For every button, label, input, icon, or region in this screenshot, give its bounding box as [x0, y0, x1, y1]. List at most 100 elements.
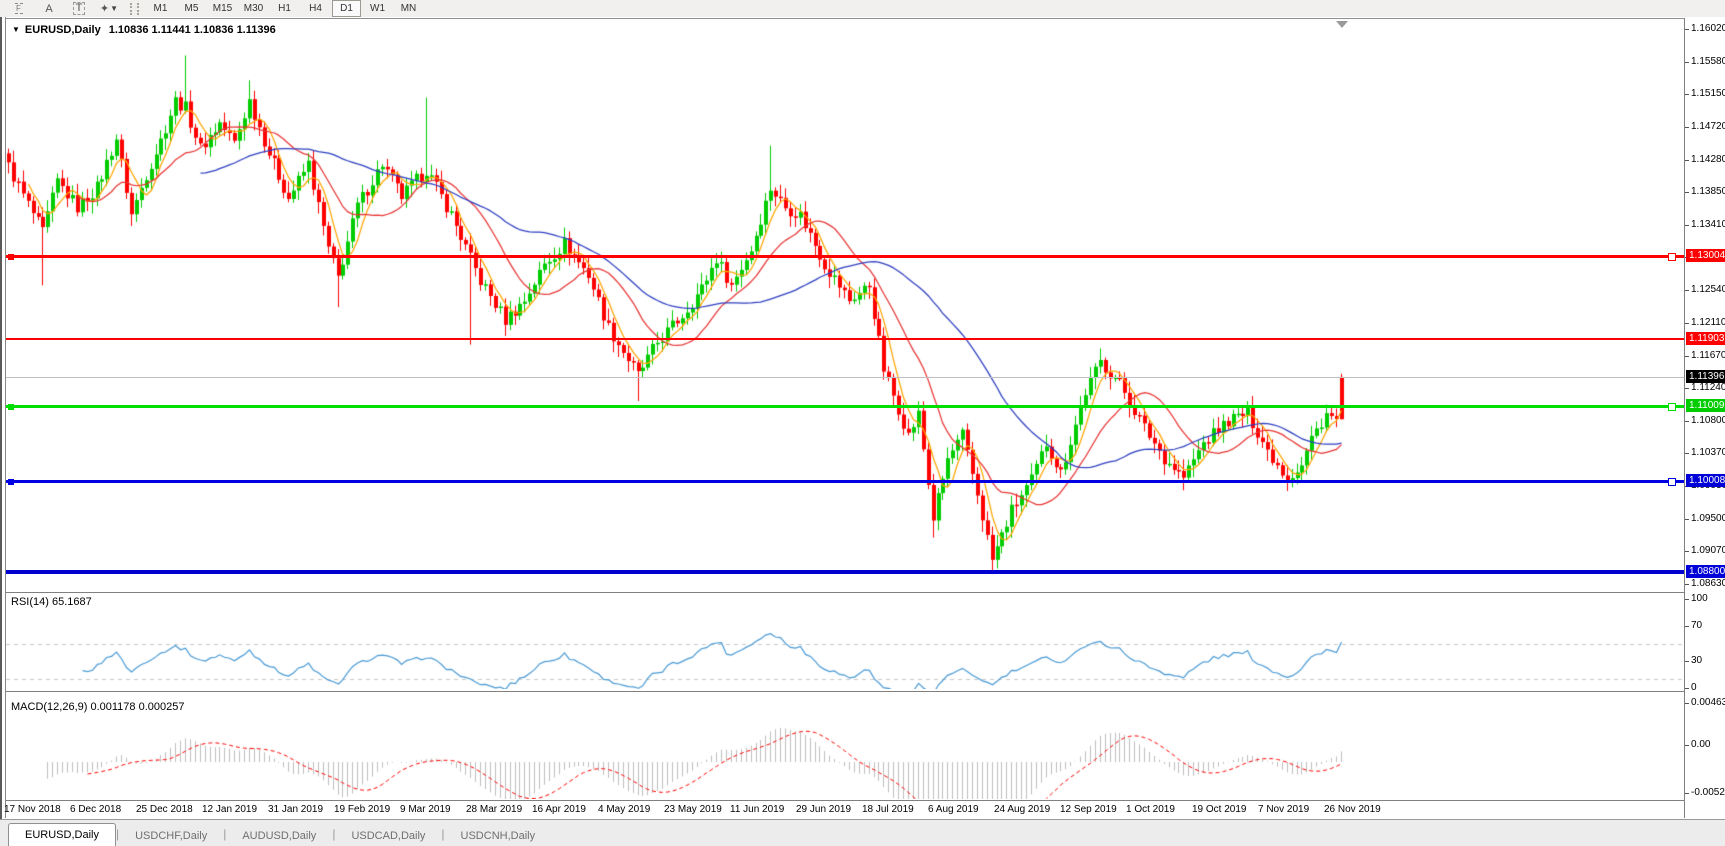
timeframe-button-d1[interactable]: D1 — [332, 0, 361, 17]
horizontal-line-object[interactable] — [6, 338, 1684, 341]
date-tick-label: 6 Dec 2018 — [70, 804, 122, 815]
price-tick-label: 1.15150 — [1685, 88, 1725, 100]
price-badge: 1.11903 — [1686, 331, 1725, 345]
dropdown-caret-icon[interactable]: ▼ — [110, 4, 119, 13]
rsi-canvas[interactable] — [6, 593, 1684, 689]
price-tick-label: 1.09070 — [1685, 545, 1725, 557]
macd-tick-label: 0.00463 — [1685, 697, 1725, 709]
toolbar: F A T ✦ ▼ M1 M5 M15 M30 H1 H4 D1 W1 MN — [0, 0, 1725, 18]
horizontal-line-object[interactable] — [6, 252, 1684, 261]
macd-tick-label: -0.00529 — [1685, 787, 1725, 799]
chart-tab-usdcnh[interactable]: USDCNH,Daily — [460, 830, 536, 842]
chart-menu-icon[interactable]: ▼ — [12, 25, 20, 34]
date-tick-label: 17 Nov 2018 — [4, 804, 61, 815]
price-tick-label: 1.09500 — [1685, 513, 1725, 525]
price-tick-label: 1.10370 — [1685, 447, 1725, 459]
symbol-period-label: EURUSD,Daily — [24, 24, 101, 36]
price-tick-label: 1.14720 — [1685, 121, 1725, 133]
timeframe-button-m15[interactable]: M15 — [212, 3, 233, 14]
date-tick-label: 25 Dec 2018 — [136, 804, 193, 815]
date-tick-label: 31 Jan 2019 — [268, 804, 324, 815]
date-axis[interactable]: 17 Nov 2018 6 Dec 2018 25 Dec 2018 12 Jan 2… — [4, 801, 1684, 818]
date-tick-label: 23 May 2019 — [664, 804, 722, 815]
price-badge: 1.11009 — [1686, 398, 1725, 412]
label-tool-icon[interactable]: A — [45, 2, 53, 15]
date-tick-label: 28 Mar 2019 — [466, 804, 523, 815]
date-tick-label: 6 Aug 2019 — [928, 804, 979, 815]
line-handle[interactable] — [8, 403, 14, 410]
timeframe-button-m30[interactable]: M30 — [243, 3, 264, 14]
macd-canvas[interactable] — [6, 698, 1684, 799]
text-tool-icon[interactable]: T — [68, 1, 90, 16]
current-price-line[interactable] — [6, 377, 1684, 379]
price-axis[interactable]: 1.16020 1.15580 1.15150 1.14720 1.14280 1.138… — [1684, 18, 1725, 818]
timeframe-button-h1[interactable]: H1 — [278, 3, 291, 14]
chart-tab-bar: EURUSD,Daily | USDCHF,Daily | AUDUSD,Daily | U… — [0, 819, 1725, 846]
chart-tab-eurusd[interactable]: EURUSD,Daily — [8, 823, 116, 846]
timeframe-button-m1[interactable]: M1 — [153, 3, 168, 14]
date-tick-label: 29 Jun 2019 — [796, 804, 852, 815]
tab-separator: | — [115, 826, 120, 841]
tab-separator: | — [223, 826, 227, 841]
timeframe-button-mn[interactable]: MN — [400, 3, 417, 14]
horizontal-line-object[interactable] — [6, 477, 1684, 486]
price-badge: 1.13004 — [1686, 248, 1725, 262]
main-chart[interactable]: ▼ EURUSD,Daily 1.10836 1.11441 1.10836 1.1… — [6, 18, 1684, 591]
rsi-label: RSI(14) 65.1687 — [11, 596, 92, 608]
shift-end-marker-icon[interactable] — [1336, 21, 1348, 28]
date-tick-label: 19 Oct 2019 — [1192, 804, 1247, 815]
price-tick-label: 1.10800 — [1685, 415, 1725, 427]
window-left-edge — [0, 17, 2, 819]
date-tick-label: 19 Feb 2019 — [334, 804, 391, 815]
toolbar-grip[interactable] — [130, 2, 139, 15]
timeframe-button-m5[interactable]: M5 — [184, 3, 199, 14]
date-tick-label: 7 Nov 2019 — [1258, 804, 1310, 815]
timeframe-toolbar: M1 M5 M15 M30 H1 H4 D1 W1 MN — [145, 0, 424, 17]
horizontal-line-object[interactable] — [6, 402, 1684, 411]
price-tick-label: 1.11670 — [1685, 350, 1725, 362]
chart-tab-audusd[interactable]: AUDUSD,Daily — [242, 830, 317, 842]
macd-label: MACD(12,26,9) 0.001178 0.000257 — [11, 701, 185, 713]
timeframe-button-w1[interactable]: W1 — [370, 3, 385, 14]
line-handle[interactable] — [1668, 252, 1676, 261]
arrows-tool-icon[interactable]: ✦ ▼ — [99, 3, 119, 15]
chart-title: ▼ EURUSD,Daily 1.10836 1.11441 1.10836 1.1… — [12, 24, 276, 36]
date-tick-label: 16 Apr 2019 — [532, 804, 586, 815]
line-handle[interactable] — [1668, 402, 1676, 411]
price-tick-label: 1.16020 — [1685, 23, 1725, 35]
timeframe-button-h4[interactable]: H4 — [309, 3, 322, 14]
rsi-tick-label: 100 — [1685, 593, 1725, 605]
candlestick-canvas[interactable] — [6, 19, 1684, 591]
price-badge: 1.08800 — [1686, 564, 1725, 578]
tab-separator: | — [332, 826, 336, 841]
chart-tab-usdcad[interactable]: USDCAD,Daily — [351, 830, 426, 842]
ohlc-values: 1.10836 1.11441 1.10836 1.11396 — [108, 24, 276, 36]
line-handle[interactable] — [8, 253, 14, 260]
macd-tick-label: 0.00 — [1685, 739, 1725, 751]
date-tick-label: 1 Oct 2019 — [1126, 804, 1175, 815]
price-tick-label: 1.13850 — [1685, 186, 1725, 198]
fibonacci-tool-icon[interactable]: F — [15, 3, 23, 14]
price-tick-label: 1.15580 — [1685, 56, 1725, 68]
price-tick-label: 1.11240 — [1685, 382, 1725, 394]
date-tick-label: 4 May 2019 — [598, 804, 651, 815]
price-tick-label: 1.13410 — [1685, 219, 1725, 231]
horizontal-line-object[interactable] — [6, 570, 1684, 575]
date-tick-label: 12 Sep 2019 — [1060, 804, 1117, 815]
date-tick-label: 12 Jan 2019 — [202, 804, 258, 815]
plot-left-border — [4, 17, 6, 818]
line-handle[interactable] — [8, 478, 14, 485]
price-tick-label: 1.12540 — [1685, 284, 1725, 296]
date-tick-label: 18 Jul 2019 — [862, 804, 914, 815]
price-tick-label: 1.12110 — [1685, 317, 1725, 329]
rsi-panel[interactable]: RSI(14) 65.1687 — [6, 592, 1684, 692]
price-tick-label: 1.08630 — [1685, 578, 1725, 590]
rsi-tick-label: 0 — [1685, 682, 1725, 694]
line-handle[interactable] — [1668, 477, 1676, 486]
macd-panel[interactable]: MACD(12,26,9) 0.001178 0.000257 — [6, 698, 1684, 801]
date-tick-label: 9 Mar 2019 — [400, 804, 451, 815]
price-badge: 1.10008 — [1686, 473, 1725, 487]
chart-tab-usdchf[interactable]: USDCHF,Daily — [135, 830, 208, 842]
rsi-tick-label: 70 — [1685, 620, 1725, 632]
